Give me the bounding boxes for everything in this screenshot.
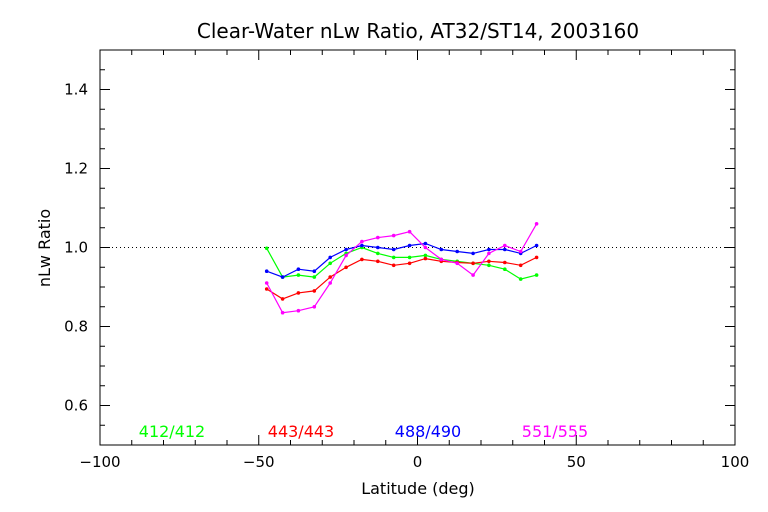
legend-label: 412/412 xyxy=(139,422,205,441)
data-point xyxy=(391,233,396,238)
x-tick-label: 0 xyxy=(413,453,423,471)
data-point xyxy=(534,255,539,260)
data-point xyxy=(296,308,301,313)
data-point xyxy=(455,261,460,266)
data-point xyxy=(280,275,285,279)
data-point xyxy=(344,247,348,252)
chart-title: Clear-Water nLw Ratio, AT32/ST14, 200316… xyxy=(197,19,639,43)
data-point xyxy=(264,281,269,285)
legend-label: 443/443 xyxy=(268,422,334,441)
legend-label: 488/490 xyxy=(395,422,461,441)
data-point xyxy=(312,269,317,274)
data-point xyxy=(503,243,507,248)
data-point xyxy=(391,263,396,268)
series-line xyxy=(266,246,537,280)
data-point xyxy=(518,277,523,281)
data-point xyxy=(487,251,491,256)
x-tick-label: −100 xyxy=(79,453,120,471)
data-point xyxy=(407,261,412,266)
series-443/443 xyxy=(264,255,539,301)
data-point xyxy=(471,251,475,256)
data-point xyxy=(280,310,285,315)
data-point xyxy=(439,247,444,252)
series-line xyxy=(266,256,537,300)
data-point xyxy=(312,275,317,279)
data-point xyxy=(360,257,364,262)
series-layer xyxy=(264,222,539,315)
data-point xyxy=(471,273,475,277)
data-point xyxy=(312,305,317,309)
data-point xyxy=(312,289,317,293)
series-line xyxy=(266,223,538,314)
data-point xyxy=(376,235,380,240)
data-point xyxy=(503,247,507,252)
data-point xyxy=(344,265,348,270)
y-tick-label: 0.8 xyxy=(64,318,88,336)
data-point xyxy=(487,247,491,252)
data-point xyxy=(296,267,301,272)
series-551/555 xyxy=(264,222,539,315)
data-point xyxy=(407,255,412,260)
x-tick-label: −50 xyxy=(243,453,275,471)
series-488/490 xyxy=(264,241,539,279)
data-point xyxy=(328,275,333,279)
data-point xyxy=(503,267,507,272)
data-point xyxy=(264,287,269,291)
data-point xyxy=(264,246,269,251)
axis-ticks: −100 −50 0 50 100 0.6 0.8 1.0 1.2 1.4 xyxy=(64,50,749,471)
data-point xyxy=(376,245,380,250)
data-point xyxy=(534,222,539,226)
data-point xyxy=(487,263,491,268)
y-tick-label: 1.4 xyxy=(64,81,88,99)
data-point xyxy=(280,297,285,301)
data-point xyxy=(487,259,491,264)
legend: 412/412 443/443 488/490 551/555 xyxy=(139,422,588,441)
data-point xyxy=(503,260,507,265)
x-axis-label: Latitude (deg) xyxy=(361,479,475,498)
data-point xyxy=(518,263,523,268)
data-point xyxy=(391,255,396,260)
data-point xyxy=(328,261,333,266)
x-tick-label: 50 xyxy=(567,453,586,471)
data-point xyxy=(328,255,333,260)
data-point xyxy=(407,243,412,248)
data-point xyxy=(439,257,444,262)
data-point xyxy=(518,249,523,254)
data-point xyxy=(344,253,348,258)
legend-label: 551/555 xyxy=(522,422,588,441)
data-point xyxy=(328,281,333,285)
series-line xyxy=(266,242,537,278)
data-point xyxy=(360,239,364,244)
plot-frame xyxy=(99,49,736,446)
series-412/412 xyxy=(264,245,539,281)
data-point xyxy=(423,245,428,250)
data-point xyxy=(423,241,428,246)
y-tick-label: 1.2 xyxy=(64,160,88,178)
data-point xyxy=(376,251,380,256)
data-point xyxy=(423,256,428,261)
data-point xyxy=(455,249,460,254)
data-point xyxy=(423,253,428,258)
y-tick-label: 0.6 xyxy=(64,397,88,415)
x-tick-label: 100 xyxy=(721,453,750,471)
data-point xyxy=(471,261,475,266)
data-point xyxy=(376,259,380,264)
data-point xyxy=(296,273,301,277)
data-point xyxy=(534,243,539,248)
data-point xyxy=(391,247,396,252)
y-axis-label: nLw Ratio xyxy=(35,209,54,287)
y-tick-label: 1.0 xyxy=(64,239,88,257)
data-point xyxy=(360,243,364,248)
data-point xyxy=(534,273,539,277)
data-point xyxy=(407,229,412,234)
data-point xyxy=(264,269,269,274)
data-point xyxy=(296,291,301,295)
